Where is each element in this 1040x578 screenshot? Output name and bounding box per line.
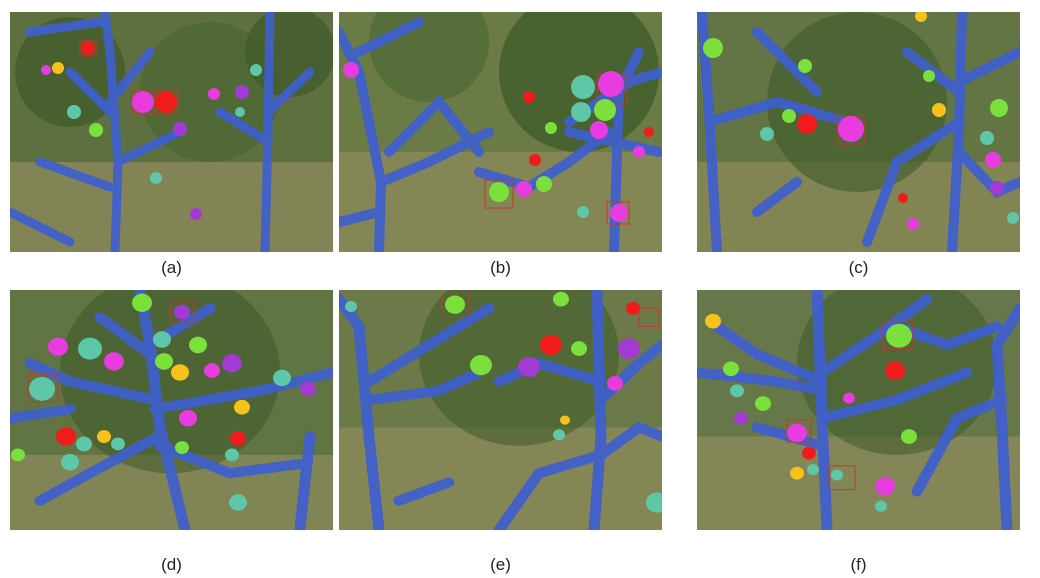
panel-a-image xyxy=(10,12,333,252)
panel-b-caption: (b) xyxy=(490,258,511,277)
panel-e-caption: (e) xyxy=(490,555,511,574)
panel-d-image xyxy=(10,290,333,530)
segmentation-image-f xyxy=(697,290,1020,530)
segmentation-image-c xyxy=(697,12,1020,252)
panel-c-caption: (c) xyxy=(848,258,869,277)
panel-f-image xyxy=(697,290,1020,530)
panel-a-caption: (a) xyxy=(161,258,182,277)
segmentation-image-a xyxy=(10,12,333,252)
panel-e-image xyxy=(339,290,662,530)
segmentation-image-e xyxy=(339,290,662,530)
segmentation-image-b xyxy=(339,12,662,252)
panel-b-image xyxy=(339,12,662,252)
panel-f-caption: (f) xyxy=(850,555,867,574)
segmentation-image-d xyxy=(10,290,333,530)
panel-d-caption: (d) xyxy=(161,555,182,574)
panel-c-image xyxy=(697,12,1020,252)
